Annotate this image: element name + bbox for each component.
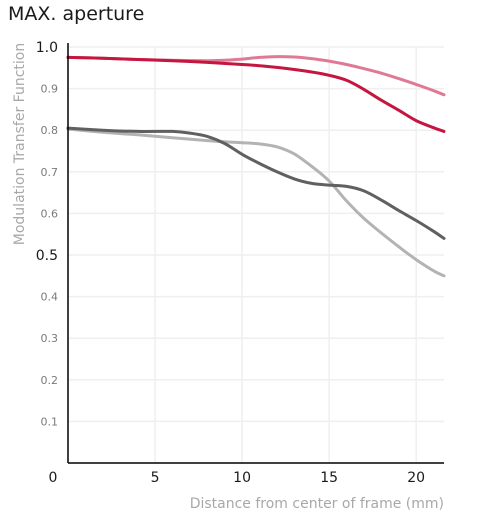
y-tick-label: 0.8 <box>41 124 59 137</box>
grid <box>68 46 444 463</box>
y-tick-labels: 0.1 0.2 0.3 0.4 0.5 0.6 0.7 0.8 0.9 1.0 <box>36 40 58 428</box>
y-tick-label: 0.1 <box>41 415 59 428</box>
y-axis-title: Modulation Transfer Function <box>12 43 28 245</box>
series-line-4 <box>66 126 446 240</box>
x-tick-label: 20 <box>407 470 425 486</box>
y-tick-label: 1.0 <box>36 40 58 56</box>
x-tick-labels: 0 5 10 15 20 <box>49 470 426 486</box>
y-tick-label: 0.5 <box>36 248 58 264</box>
y-tick-label: 0.9 <box>41 83 59 96</box>
x-tick-label: 10 <box>233 470 251 486</box>
y-tick-label: 0.7 <box>41 166 59 179</box>
series-line-3 <box>66 127 446 278</box>
chart-title: MAX. aperture <box>8 3 144 25</box>
axes <box>67 43 444 464</box>
series-line-2 <box>66 55 446 133</box>
x-tick-label: 0 <box>49 470 58 486</box>
y-tick-label: 0.3 <box>41 332 59 345</box>
y-tick-label: 0.4 <box>41 291 59 304</box>
y-tick-label: 0.6 <box>41 207 59 220</box>
y-tick-label: 0.2 <box>41 374 59 387</box>
x-axis-title: Distance from center of frame (mm) <box>190 496 444 512</box>
x-tick-label: 5 <box>151 470 160 486</box>
x-tick-label: 15 <box>320 470 338 486</box>
series-lines <box>66 55 446 278</box>
